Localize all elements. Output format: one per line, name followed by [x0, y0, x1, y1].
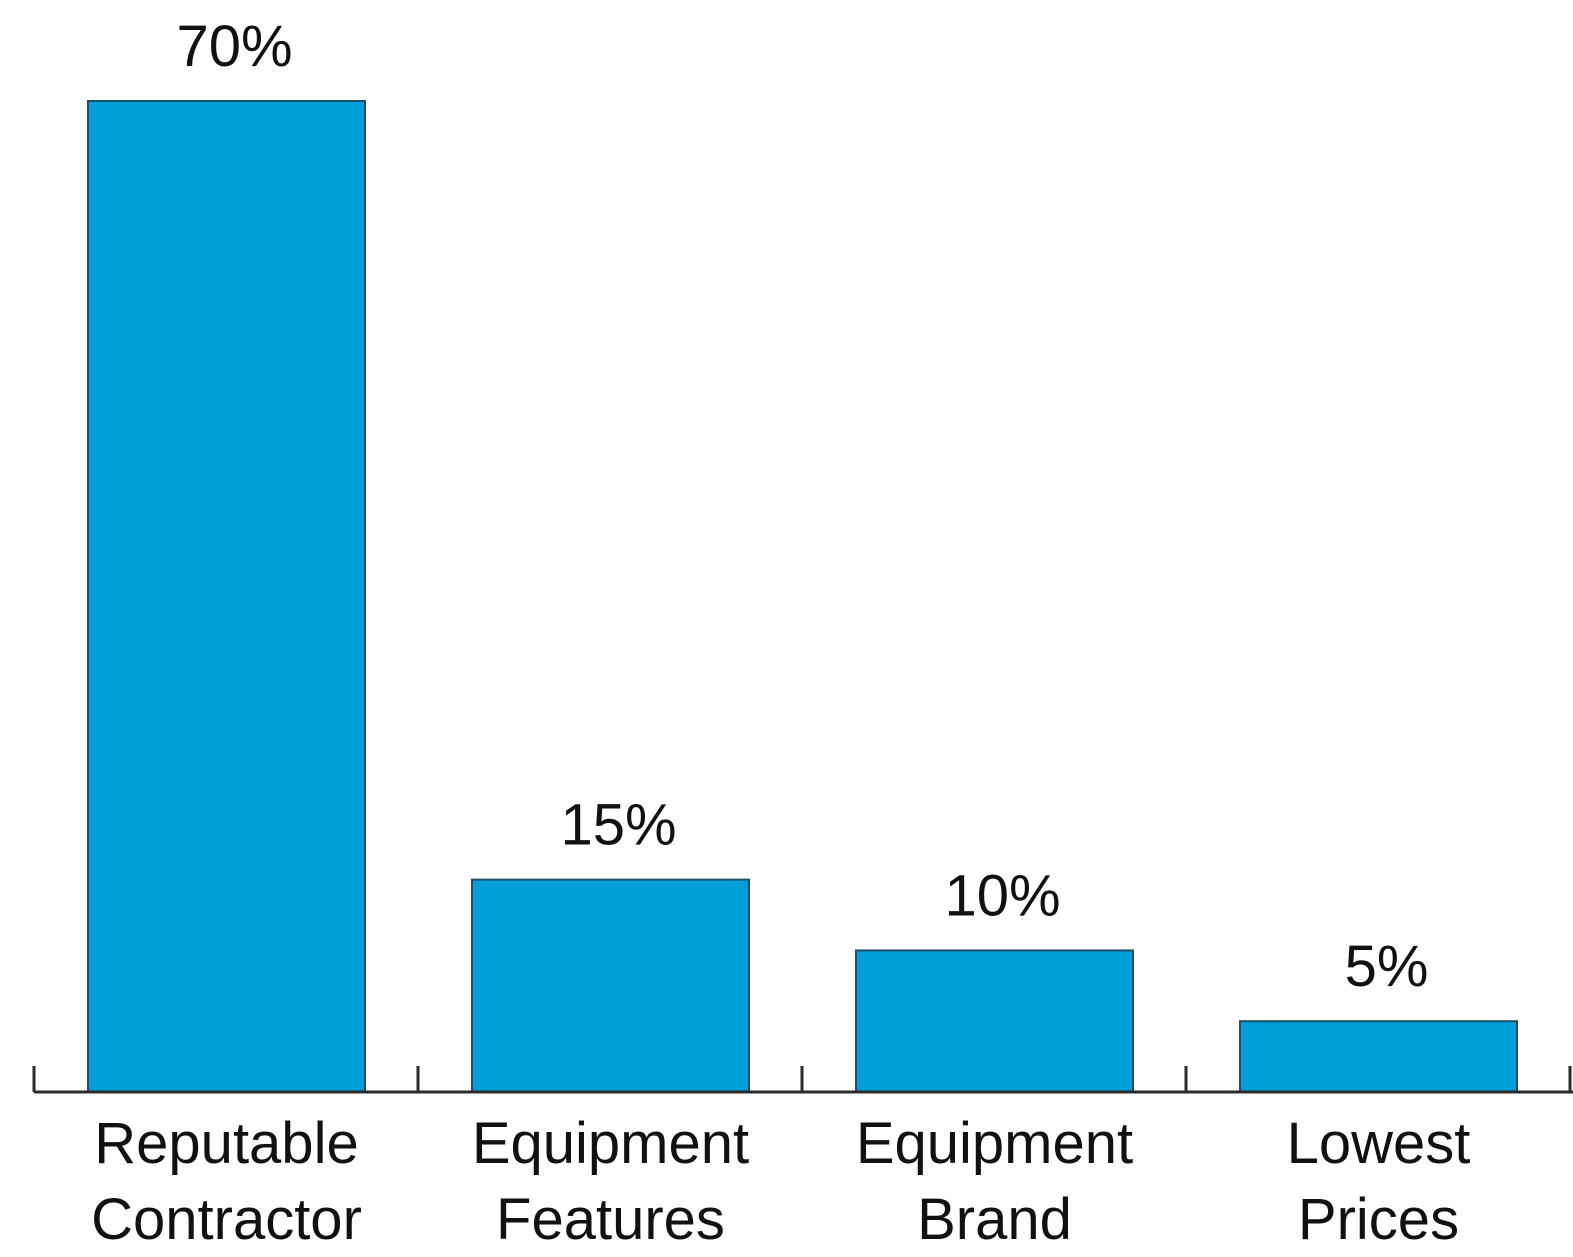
x-tick-label: Prices: [1298, 1187, 1459, 1252]
bar: [855, 949, 1134, 1094]
x-tick-label: Equipment: [472, 1111, 749, 1176]
x-tick-label: Features: [496, 1187, 725, 1252]
bar: [87, 100, 366, 1093]
bar: [471, 878, 750, 1094]
bar-value-label: 10%: [944, 863, 1060, 928]
bar-value-label: 5%: [1345, 934, 1429, 999]
labels-layer: 70% Reputable Contractor 15% Equipment Featur…: [91, 14, 1470, 1252]
x-tick-label: Reputable: [94, 1111, 358, 1176]
x-tick-label: Contractor: [91, 1187, 362, 1252]
bars-layer: [87, 100, 1518, 1094]
x-tick-label: Lowest: [1287, 1111, 1471, 1176]
bar: [1239, 1020, 1518, 1094]
x-axis: [32, 1066, 1573, 1094]
bar-value-label: 70%: [176, 14, 292, 79]
x-tick-label: Brand: [917, 1187, 1072, 1252]
x-tick-label: Equipment: [856, 1111, 1133, 1176]
bar-value-label: 15%: [560, 793, 676, 858]
